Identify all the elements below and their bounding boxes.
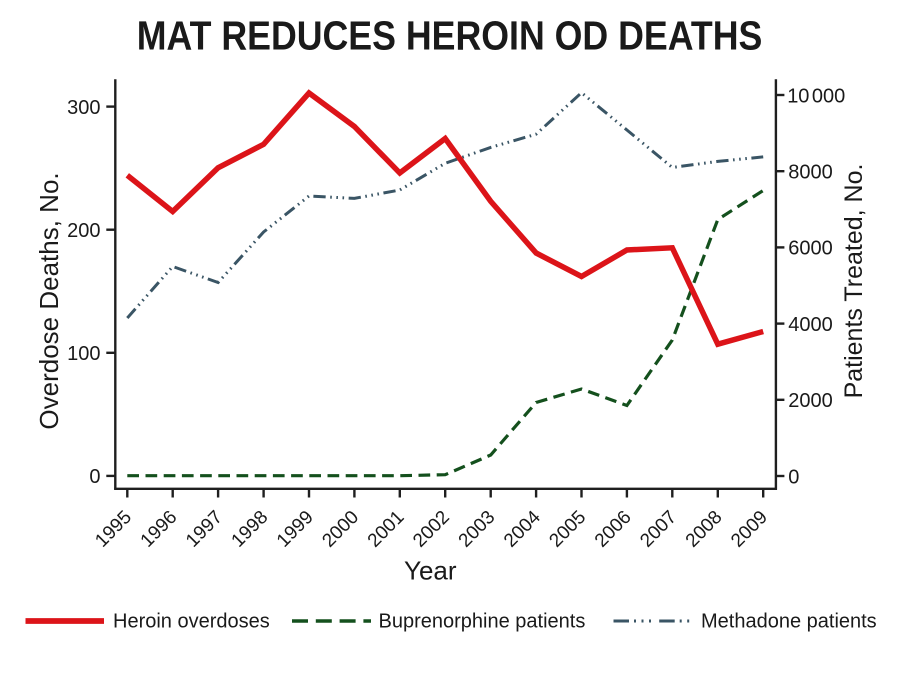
svg-text:Heroin overdoses: Heroin overdoses bbox=[113, 611, 270, 633]
svg-text:4000: 4000 bbox=[788, 314, 833, 336]
svg-text:0: 0 bbox=[89, 466, 100, 488]
svg-text:Patients Treated, No.: Patients Treated, No. bbox=[840, 164, 868, 399]
svg-text:300: 300 bbox=[67, 97, 100, 119]
svg-text:Methadone patients: Methadone patients bbox=[701, 611, 877, 633]
svg-text:0: 0 bbox=[788, 466, 799, 488]
svg-text:MAT REDUCES HEROIN OD DEATHS: MAT REDUCES HEROIN OD DEATHS bbox=[137, 13, 763, 59]
svg-text:100: 100 bbox=[67, 343, 100, 365]
svg-text:200: 200 bbox=[67, 220, 100, 242]
svg-text:6000: 6000 bbox=[788, 238, 833, 260]
svg-text:Overdose Deaths, No.: Overdose Deaths, No. bbox=[34, 172, 64, 429]
svg-text:Buprenorphine patients: Buprenorphine patients bbox=[379, 611, 586, 633]
svg-text:2000: 2000 bbox=[788, 390, 833, 412]
svg-text:Year: Year bbox=[404, 555, 457, 585]
svg-text:8000: 8000 bbox=[788, 162, 833, 184]
